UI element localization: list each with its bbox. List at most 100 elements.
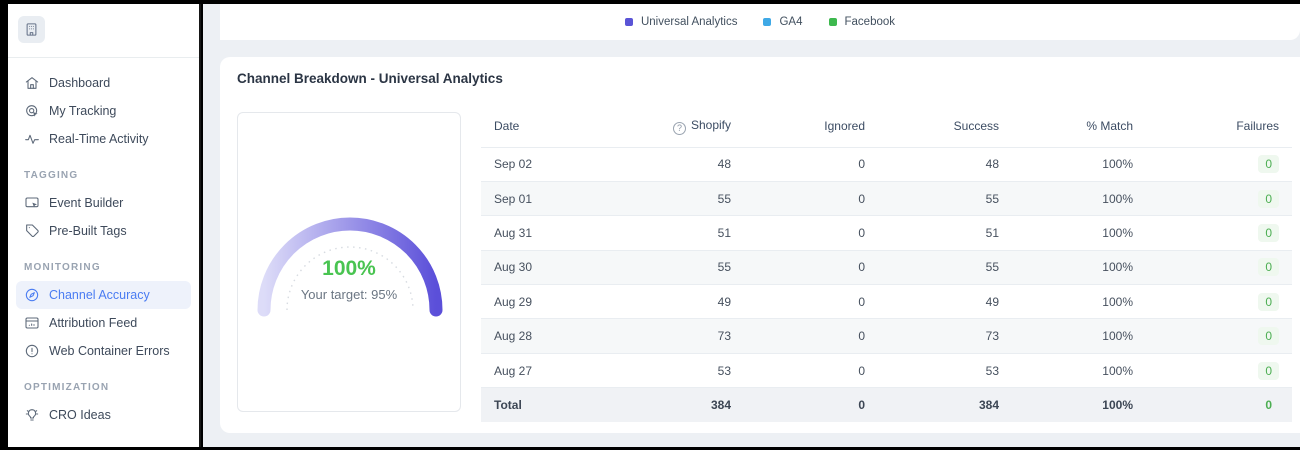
cell-success: 55 [878, 249, 1012, 285]
column-header-shopify[interactable]: ? Shopify [611, 112, 744, 147]
cell-ignored: 0 [744, 387, 878, 423]
sidebar-item-attribution-feed[interactable]: Attribution Feed [16, 309, 191, 337]
column-header-match[interactable]: % Match [1086, 119, 1133, 134]
sidebar-divider [8, 57, 199, 58]
cell-failures: 0 [1146, 387, 1292, 423]
tag-icon [24, 223, 40, 239]
cell-date: Aug 28 [481, 318, 611, 354]
cell-date: Aug 30 [481, 249, 611, 285]
cell-ignored: 0 [744, 180, 878, 216]
sidebar-item-pre-built-tags[interactable]: Pre-Built Tags [16, 217, 191, 245]
building-icon [24, 22, 39, 37]
cell-success: 73 [878, 318, 1012, 354]
lightbulb-icon [24, 407, 40, 423]
column-header-ignored[interactable]: Ignored [824, 119, 865, 134]
cell-success: 48 [878, 146, 1012, 182]
house-icon [24, 75, 40, 91]
activity-icon [24, 131, 40, 147]
sidebar-item-dashboard[interactable]: Dashboard [16, 69, 191, 97]
table-row: Sep 02 48 0 48 100% 0 [481, 146, 1292, 182]
cell-shopify: 55 [611, 180, 744, 216]
monitor-cursor-icon [24, 195, 40, 211]
table-row: Aug 31 51 0 51 100% 0 [481, 215, 1292, 251]
app-logo[interactable] [18, 16, 45, 43]
breakdown-table: Date ? Shopify Ignored Success % Match Fa… [481, 112, 1292, 423]
legend-swatch-facebook [828, 18, 837, 26]
compass-icon [24, 287, 40, 303]
sidebar-item-cro-ideas[interactable]: CRO Ideas [16, 401, 191, 429]
legend-item-facebook[interactable]: Facebook [828, 16, 895, 28]
sidebar-item-my-tracking[interactable]: My Tracking [16, 97, 191, 125]
cell-success: 384 [878, 387, 1012, 423]
main-content: Universal Analytics GA4 Facebook Channel… [203, 4, 1300, 447]
sidebar-item-real-time-activity[interactable]: Real-Time Activity [16, 125, 191, 153]
table-row: Aug 27 53 0 53 100% 0 [481, 352, 1292, 388]
cell-shopify: 51 [611, 215, 744, 251]
cell-shopify: 73 [611, 318, 744, 354]
cell-ignored: 0 [744, 146, 878, 182]
cell-date: Aug 27 [481, 352, 611, 388]
table-row: Sep 01 55 0 55 100% 0 [481, 180, 1292, 216]
cell-match: 100% [1012, 146, 1146, 182]
sidebar-item-web-container-errors[interactable]: Web Container Errors [16, 337, 191, 365]
legend-item-universal-analytics[interactable]: Universal Analytics [624, 16, 738, 28]
sidebar-section-tagging: TAGGING [24, 170, 79, 181]
sidebar-item-label: Web Container Errors [49, 344, 170, 358]
legend-label: Universal Analytics [640, 16, 738, 28]
sidebar-item-label: Attribution Feed [49, 316, 138, 330]
cell-match: 100% [1012, 215, 1146, 251]
channel-breakdown-card: Channel Breakdown - Universal Analytics [220, 57, 1300, 433]
column-header-failures[interactable]: Failures [1236, 119, 1279, 134]
sidebar-item-label: CRO Ideas [49, 408, 111, 422]
legend-label: GA4 [779, 16, 803, 28]
cell-date: Sep 01 [481, 180, 611, 216]
gauge-arc [257, 217, 443, 317]
cell-match: 100% [1012, 387, 1146, 423]
sidebar-item-label: Real-Time Activity [49, 132, 149, 146]
cell-success: 53 [878, 352, 1012, 388]
cell-date: Sep 02 [481, 146, 611, 182]
column-header-success[interactable]: Success [953, 119, 999, 134]
browser-chart-icon [24, 315, 40, 331]
sidebar-item-event-builder[interactable]: Event Builder [16, 189, 191, 217]
sidebar-section-optimization: OPTIMIZATION [24, 382, 110, 393]
cell-match: 100% [1012, 352, 1146, 388]
table-header-row: Date ? Shopify Ignored Success % Match Fa… [481, 112, 1292, 147]
help-icon[interactable]: ? [672, 121, 686, 135]
cell-failures: 0 [1146, 284, 1292, 319]
target-icon [24, 103, 40, 119]
cell-shopify: 384 [611, 387, 744, 423]
table-total-row: Total 384 0 384 100% 0 [481, 387, 1292, 423]
table-row: Aug 29 49 0 49 100% 0 [481, 284, 1292, 319]
cell-ignored: 0 [744, 352, 878, 388]
cell-shopify: 48 [611, 146, 744, 182]
cell-date: Aug 31 [481, 215, 611, 251]
sidebar-item-label: Dashboard [49, 76, 111, 90]
sidebar-item-channel-accuracy[interactable]: Channel Accuracy [16, 281, 191, 309]
cell-ignored: 0 [744, 249, 878, 285]
cell-shopify: 55 [611, 249, 744, 285]
accuracy-gauge: 100% Your target: 95% [237, 112, 461, 412]
column-header-date[interactable]: Date [494, 119, 520, 134]
cell-success: 55 [878, 180, 1012, 216]
cell-date: Total [481, 387, 611, 423]
chart-legend-card: Universal Analytics GA4 Facebook [220, 4, 1300, 40]
cell-success: 49 [878, 284, 1012, 319]
cell-ignored: 0 [744, 284, 878, 319]
cell-failures: 0 [1146, 352, 1292, 388]
cell-match: 100% [1012, 180, 1146, 216]
gauge-value: 100% [322, 257, 376, 280]
cell-ignored: 0 [744, 318, 878, 354]
legend-swatch-universal-analytics [624, 18, 633, 26]
cell-failures: 0 [1146, 318, 1292, 354]
cell-shopify: 53 [611, 352, 744, 388]
legend-swatch-ga4 [763, 18, 772, 26]
cell-date: Aug 29 [481, 284, 611, 319]
alert-circle-icon [24, 343, 40, 359]
sidebar-item-label: Channel Accuracy [49, 288, 150, 302]
table-row: Aug 30 55 0 55 100% 0 [481, 249, 1292, 285]
cell-failures: 0 [1146, 180, 1292, 216]
gauge-target-label: Your target: 95% [300, 287, 398, 302]
legend-item-ga4[interactable]: GA4 [763, 16, 803, 28]
